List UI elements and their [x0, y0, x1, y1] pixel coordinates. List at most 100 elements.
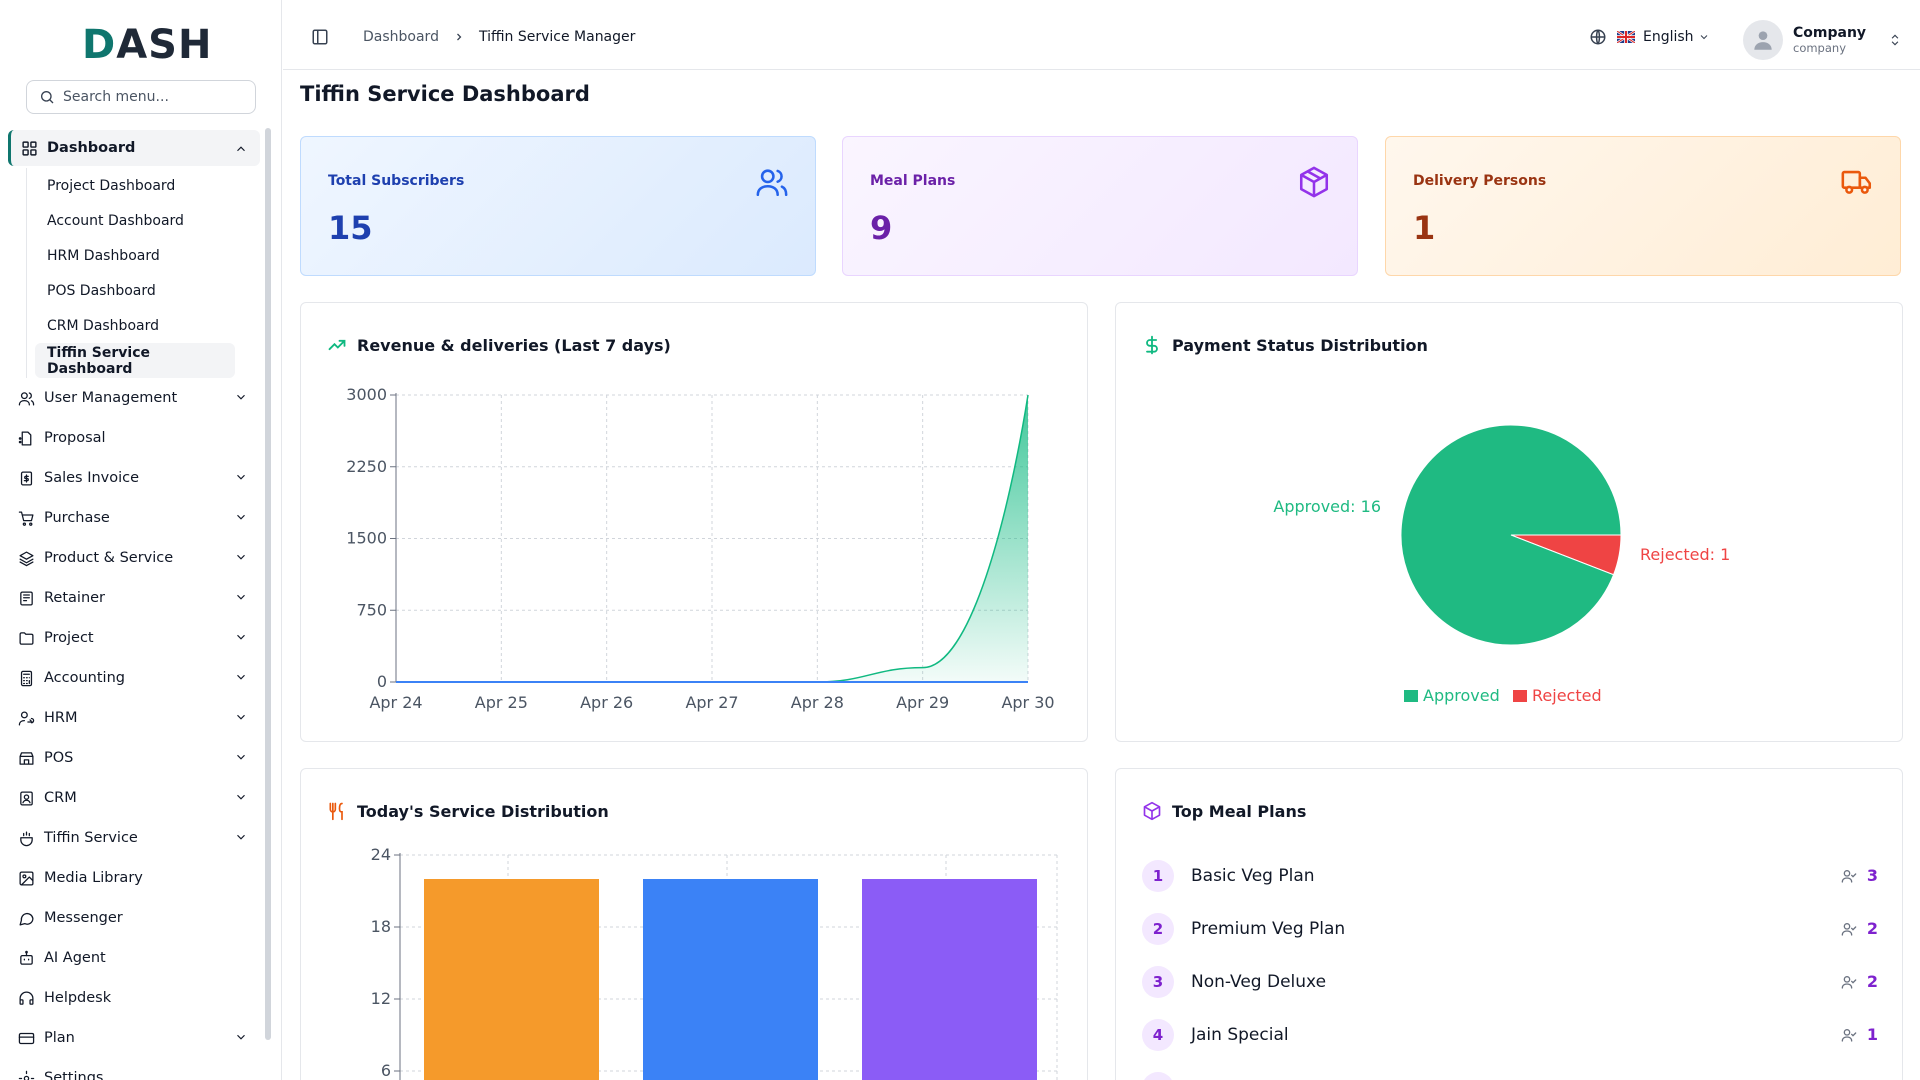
- stat-label: Delivery Persons: [1413, 173, 1547, 189]
- chevron-up-icon[interactable]: [234, 142, 248, 156]
- sidebar-item-label: Retainer: [44, 590, 106, 606]
- sidebar-item-proposal[interactable]: Proposal: [8, 418, 260, 458]
- count-value: 1: [1866, 1025, 1878, 1044]
- sidebar-item-settings[interactable]: Settings: [8, 1058, 260, 1080]
- meal-plan-name: Basic Veg Plan: [1191, 865, 1315, 886]
- chevron-down-icon[interactable]: [234, 510, 248, 524]
- submenu-item[interactable]: HRM Dashboard: [47, 247, 160, 264]
- top-header: Dashboard Tiffin Service Manager English…: [283, 0, 1920, 70]
- user-avatar-icon: [1754, 31, 1772, 50]
- chevron-down-icon[interactable]: [234, 670, 248, 684]
- sidebar-item-purchase[interactable]: Purchase: [8, 498, 260, 538]
- x-tick-label: Apr 29: [896, 693, 949, 712]
- sidebar-item-ai-agent[interactable]: AI Agent: [8, 938, 260, 978]
- chevron-down-icon[interactable]: [234, 390, 248, 404]
- settings-icon: [18, 1070, 35, 1080]
- chevron-down-icon: [1700, 35, 1707, 40]
- sidebar-item-hrm[interactable]: HRM: [8, 698, 260, 738]
- sidebar-item-label: Dashboard: [47, 140, 136, 156]
- submenu-item[interactable]: Project Dashboard: [47, 177, 176, 194]
- y-tick-label: 2250: [346, 457, 387, 476]
- x-tick-label: Apr 26: [580, 693, 633, 712]
- sidebar-item-project[interactable]: Project: [8, 618, 260, 658]
- layers-icon: [19, 550, 34, 566]
- pie-slice-approved[interactable]: [1400, 424, 1622, 646]
- sidebar-item-accounting[interactable]: Accounting: [8, 658, 260, 698]
- sidebar-item-label: Media Library: [44, 870, 143, 886]
- chevron-down-icon[interactable]: [234, 750, 248, 764]
- chevron-down-icon[interactable]: [234, 830, 248, 844]
- sidebar-item-label: HRM: [44, 710, 78, 726]
- search-input[interactable]: [63, 89, 253, 105]
- hrm-icon: [18, 710, 35, 726]
- sidebar-scrollbar[interactable]: [265, 128, 271, 1040]
- revenue-area-chart: 0 750 1500 2250 3000 Apr 24 Apr 25 Apr 26 Apr 27…: [346, 385, 1054, 712]
- sidebar-item-media-library[interactable]: Media Library: [8, 858, 260, 898]
- chevron-right-icon: [457, 33, 462, 41]
- rank-badge: 4: [1142, 1018, 1174, 1051]
- revenue-chart-card: Revenue & deliveries (Last 7 days) 0 750 1…: [300, 302, 1088, 742]
- stat-value: 1: [1413, 209, 1436, 247]
- uk-flag-icon: [1617, 31, 1635, 43]
- submenu-item[interactable]: Tiffin Service Dashboard: [35, 343, 235, 378]
- app-logo[interactable]: DASH: [82, 22, 213, 68]
- sidebar-item-dashboard[interactable]: Dashboard: [8, 130, 260, 166]
- y-tick-label: 3000: [346, 385, 387, 404]
- chevron-down-icon[interactable]: [234, 630, 248, 644]
- users-icon: [756, 169, 788, 197]
- rank-badge: 2: [1142, 912, 1174, 945]
- y-tick-label: 24: [371, 845, 391, 864]
- breadcrumb-dashboard[interactable]: Dashboard: [363, 29, 439, 45]
- sidebar-item-label: CRM: [44, 790, 77, 806]
- sidebar-item-product-service[interactable]: Product & Service: [8, 538, 260, 578]
- chevron-down-icon[interactable]: [234, 1030, 248, 1044]
- x-tick-label: Apr 27: [685, 693, 738, 712]
- sidebar-item-label: Accounting: [44, 670, 125, 686]
- language-selector[interactable]: English: [1589, 28, 1710, 46]
- sidebar-nav: Dashboard Project Dashboard Account Dashb…: [8, 130, 260, 1080]
- chevron-down-icon[interactable]: [234, 790, 248, 804]
- chevron-down-icon[interactable]: [234, 710, 248, 724]
- chevron-down-icon[interactable]: [234, 590, 248, 604]
- user-menu[interactable]: Company company: [1743, 20, 1902, 60]
- y-tick-label: 1500: [346, 529, 387, 548]
- cart-icon: [18, 510, 34, 526]
- service-bar-chart: 6 12 18 24: [371, 845, 1058, 1080]
- sidebar-item-crm[interactable]: CRM: [8, 778, 260, 818]
- bar[interactable]: [424, 879, 599, 1080]
- top-meal-plans-card: Top Meal Plans 1 Basic Veg Plan 3 2 Premium …: [1115, 768, 1903, 1080]
- submenu-item[interactable]: Account Dashboard: [47, 212, 184, 229]
- x-tick-label: Apr 25: [475, 693, 528, 712]
- sidebar-item-plan[interactable]: Plan: [8, 1018, 260, 1058]
- chevron-down-icon[interactable]: [234, 470, 248, 484]
- legend-label[interactable]: Rejected: [1532, 686, 1602, 705]
- sidebar-item-tiffin-service[interactable]: Tiffin Service: [8, 818, 260, 858]
- legend-label[interactable]: Approved: [1423, 686, 1500, 705]
- y-tick-label: 6: [381, 1061, 391, 1080]
- sidebar-item-retainer[interactable]: Retainer: [8, 578, 260, 618]
- sidebar-item-helpdesk[interactable]: Helpdesk: [8, 978, 260, 1018]
- sidebar-item-sales-invoice[interactable]: Sales Invoice: [8, 458, 260, 498]
- bar[interactable]: [643, 879, 818, 1080]
- pie-data-label: Approved: 16: [1273, 497, 1381, 516]
- submenu-item[interactable]: CRM Dashboard: [47, 317, 159, 334]
- subscriber-count: 1: [1841, 1078, 1878, 1080]
- chevron-down-icon[interactable]: [234, 550, 248, 564]
- legend-swatch: [1404, 690, 1418, 702]
- bar[interactable]: [862, 879, 1037, 1080]
- package-icon: [1299, 166, 1329, 198]
- rank-badge: 5: [1142, 1071, 1174, 1080]
- sidebar-item-pos[interactable]: POS: [8, 738, 260, 778]
- sidebar-item-label: Project: [44, 630, 94, 646]
- sidebar-item-user-management[interactable]: User Management: [8, 378, 260, 418]
- submenu-item[interactable]: POS Dashboard: [47, 282, 156, 299]
- sidebar-item-messenger[interactable]: Messenger: [8, 898, 260, 938]
- sidebar-item-label: Tiffin Service: [44, 830, 138, 846]
- card-icon: [18, 1032, 35, 1044]
- breadcrumb: Dashboard Tiffin Service Manager: [363, 29, 635, 45]
- subscriber-count: 2: [1841, 972, 1878, 991]
- package-icon: [1143, 801, 1161, 821]
- user-name: Company: [1793, 25, 1867, 41]
- meal-plan-name: Weekly Veg: [1191, 1078, 1289, 1080]
- sidebar-toggle-icon[interactable]: [311, 28, 329, 46]
